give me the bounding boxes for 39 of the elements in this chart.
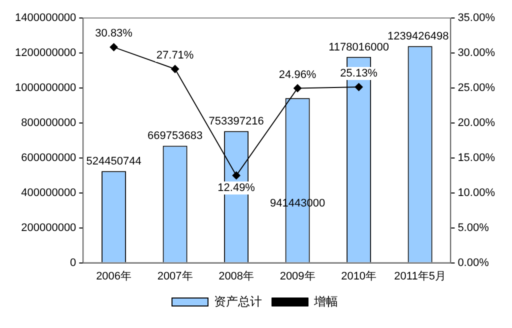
- data-label: 24.96%: [278, 68, 316, 81]
- data-label: 1178016000: [328, 41, 390, 54]
- y2-tick-label: 15.00%: [458, 152, 496, 164]
- y-tick-label: 600000000: [21, 152, 76, 164]
- x-tick-label: 2007年: [157, 270, 193, 282]
- data-label: 753397216: [208, 116, 264, 128]
- y-tick-label: 400000000: [21, 186, 76, 199]
- y2-tick-label: 35.00%: [458, 12, 496, 24]
- x-tick-label: 2010年: [341, 270, 377, 282]
- x-tick-label: 2009年: [280, 270, 316, 282]
- point: [171, 64, 180, 73]
- data-label: 25.13%: [340, 68, 378, 80]
- x-tick-label: 2011年5月: [394, 270, 446, 282]
- data-label: 12.49%: [218, 182, 256, 194]
- y2-tick-label: 0.00%: [458, 256, 490, 269]
- data-label: 27.71%: [156, 50, 194, 62]
- data-label: 669753683: [148, 130, 203, 142]
- y-tick-label: 200000000: [21, 222, 76, 234]
- y-tick-label: 0: [70, 256, 76, 269]
- point: [110, 43, 118, 52]
- y-tick-label: 1200000000: [14, 47, 76, 60]
- data-label: 524450744: [86, 156, 142, 168]
- point: [294, 84, 302, 92]
- point: [354, 83, 363, 92]
- legend-label: 资产总计: [214, 294, 262, 308]
- y2-tick-label: 20.00%: [458, 116, 496, 129]
- y-tick-label: 800000000: [21, 116, 76, 129]
- y-tick-label: 1000000000: [14, 82, 76, 94]
- y2-tick-label: 25.00%: [458, 82, 496, 94]
- x-tick-label: 2006年: [96, 270, 132, 282]
- y2-tick-label: 5.00%: [458, 222, 490, 234]
- data-label: 30.83%: [95, 28, 133, 40]
- x-tick-label: 2008年: [218, 270, 254, 282]
- legend-label: 增幅: [313, 294, 338, 308]
- y2-tick-label: 30.00%: [458, 47, 496, 60]
- point: [232, 171, 240, 180]
- y-tick-label: 1400000000: [14, 12, 76, 24]
- data-label: 1239426498: [388, 30, 449, 43]
- y2-tick-label: 10.00%: [458, 186, 496, 199]
